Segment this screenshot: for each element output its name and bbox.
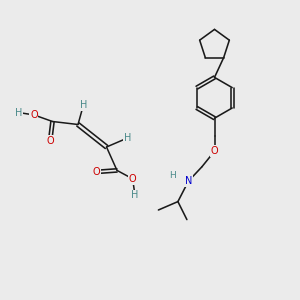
Text: H: H — [169, 171, 176, 180]
Text: O: O — [211, 146, 218, 156]
Text: H: H — [15, 107, 22, 118]
Text: O: O — [46, 136, 54, 146]
Text: N: N — [185, 176, 192, 186]
Text: O: O — [129, 174, 136, 184]
Text: H: H — [124, 133, 131, 143]
Text: H: H — [80, 100, 87, 110]
Text: O: O — [30, 110, 38, 120]
Text: O: O — [92, 167, 100, 177]
Text: H: H — [131, 190, 139, 200]
